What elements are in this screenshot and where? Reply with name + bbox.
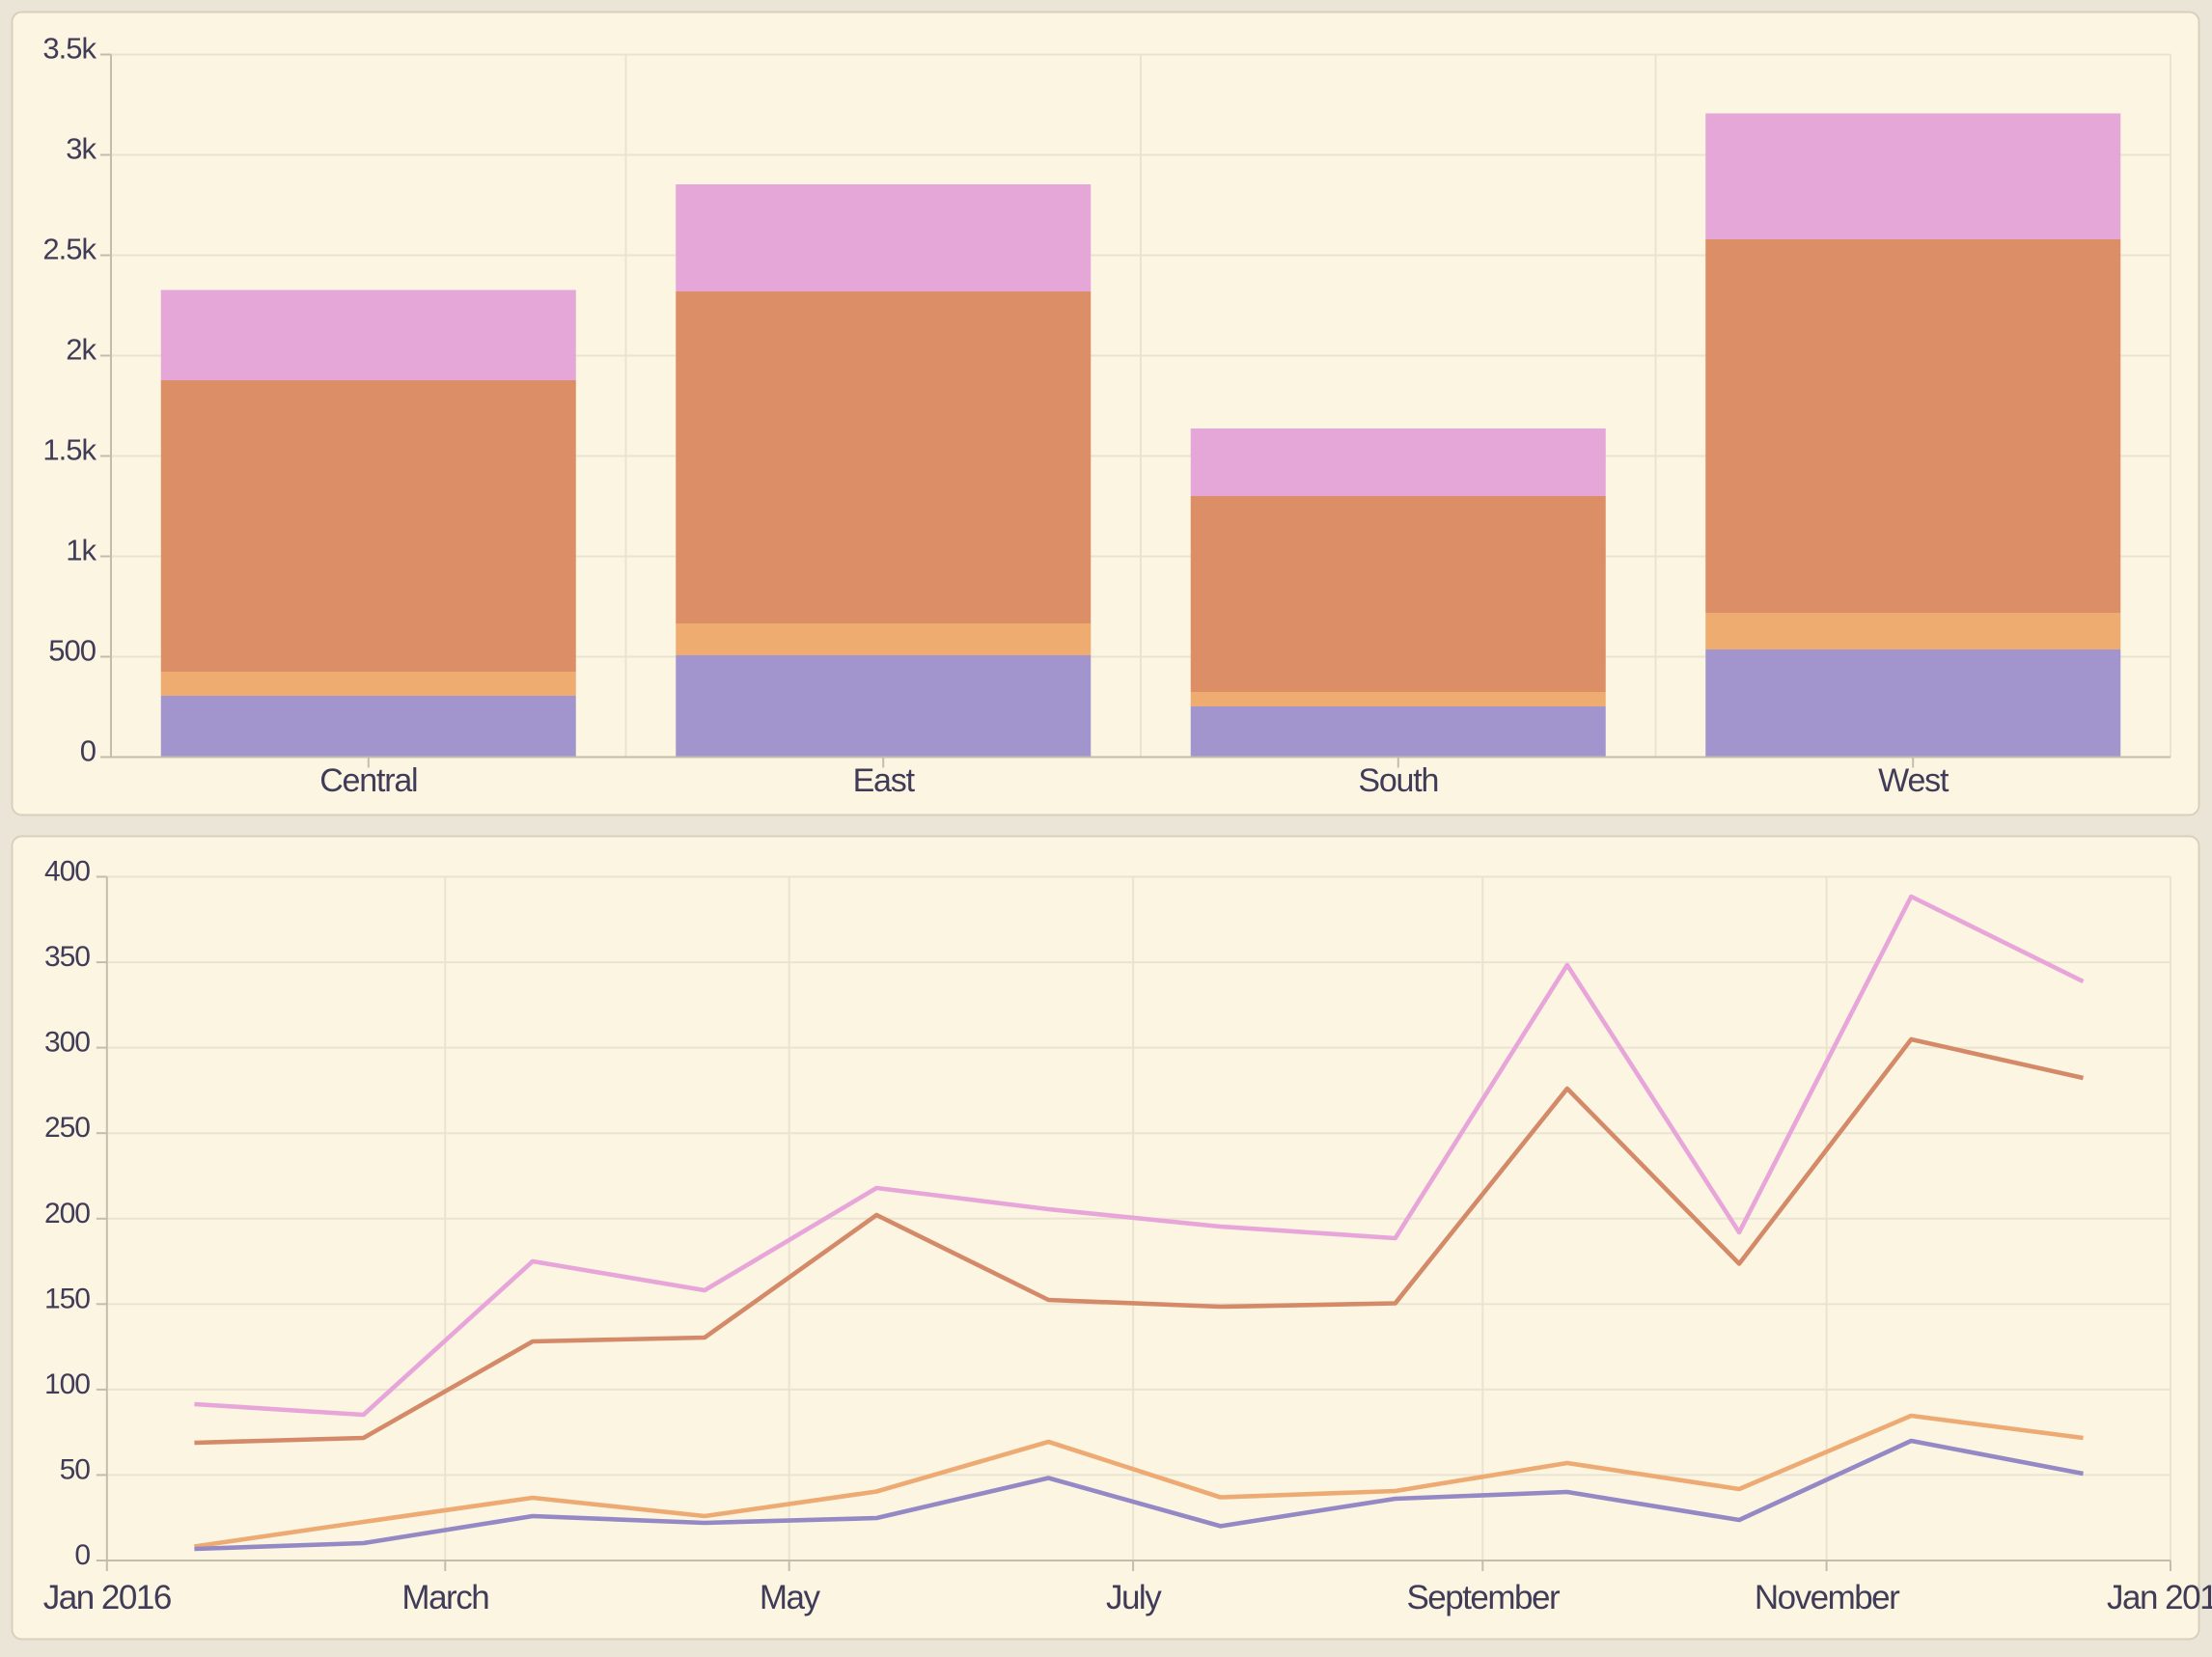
svg-text:0: 0 — [74, 1539, 90, 1571]
svg-text:250: 250 — [44, 1112, 90, 1144]
svg-text:West: West — [1878, 762, 1949, 799]
svg-text:1k: 1k — [66, 534, 97, 567]
svg-text:1.5k: 1.5k — [42, 433, 97, 467]
svg-text:3k: 3k — [66, 132, 97, 166]
svg-text:Central: Central — [319, 762, 417, 799]
svg-text:3.5k: 3.5k — [42, 32, 97, 66]
svg-text:Jan 2016: Jan 2016 — [43, 1579, 171, 1616]
svg-text:2k: 2k — [66, 333, 97, 367]
svg-text:November: November — [1755, 1579, 1900, 1616]
svg-text:100: 100 — [44, 1368, 90, 1400]
svg-text:May: May — [760, 1579, 821, 1616]
svg-text:200: 200 — [44, 1198, 90, 1229]
svg-text:Jan 2017: Jan 2017 — [2107, 1579, 2212, 1616]
svg-text:September: September — [1406, 1579, 1561, 1616]
svg-text:0: 0 — [80, 734, 97, 768]
svg-text:400: 400 — [44, 856, 90, 888]
svg-text:South: South — [1358, 762, 1438, 799]
svg-text:East: East — [853, 762, 916, 799]
svg-text:300: 300 — [44, 1027, 90, 1059]
svg-text:2.5k: 2.5k — [42, 233, 97, 266]
svg-text:March: March — [401, 1579, 488, 1616]
svg-text:50: 50 — [60, 1453, 91, 1485]
svg-text:500: 500 — [48, 634, 96, 668]
svg-text:July: July — [1106, 1579, 1162, 1616]
svg-text:350: 350 — [44, 941, 90, 973]
svg-text:150: 150 — [44, 1283, 90, 1314]
